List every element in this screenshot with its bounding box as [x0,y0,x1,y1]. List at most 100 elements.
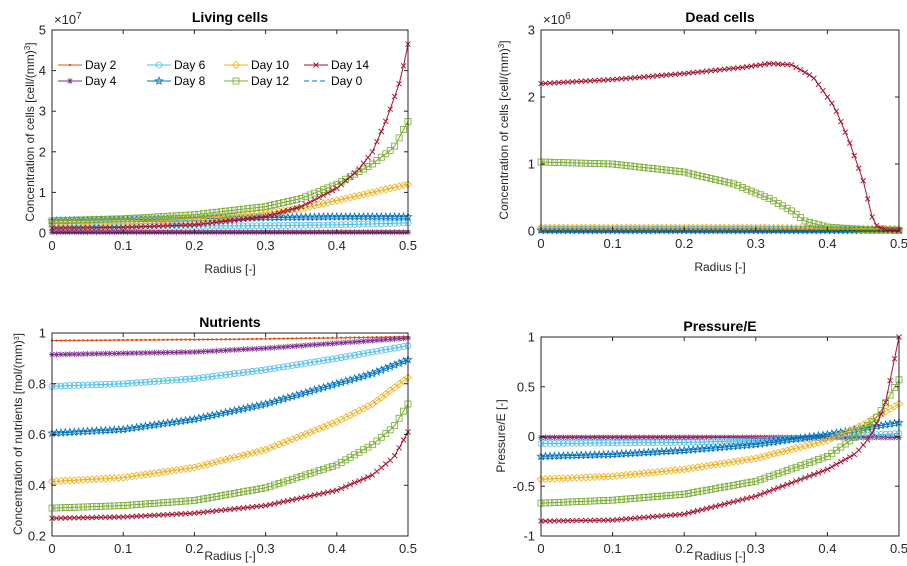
data-point [876,420,886,430]
data-point [132,471,141,480]
data-point [277,337,281,340]
data-point [372,187,381,196]
data-point [578,517,585,524]
data-point [142,223,149,230]
data-point [136,471,146,480]
data-point [80,351,87,358]
data-point [138,349,144,356]
data-point [355,220,363,228]
data-point [231,506,238,512]
data-point [662,492,670,500]
data-point [195,374,203,382]
data-point [195,229,202,236]
data-point [842,456,849,463]
data-point [364,229,371,236]
data-point [815,469,822,476]
data-point [672,512,679,518]
data-point [818,437,827,446]
series-day-14 [538,60,902,234]
data-point [280,343,287,350]
data-point [140,421,151,431]
data-point [271,481,278,489]
data-point [324,356,332,364]
data-point [680,465,689,474]
data-point [639,469,648,478]
data-point [811,471,817,478]
data-point [653,493,661,500]
data-point [373,437,381,445]
data-point [770,197,778,205]
data-point [368,348,376,356]
data-point [746,439,757,449]
tick-layer: 0 0.1 0.2 0.3 0.4 0.5 0 1 2 3 [528,23,907,252]
data-point [703,486,710,494]
data-point [177,376,185,384]
data-point [351,351,359,359]
data-point [307,229,314,236]
data-point [663,72,670,78]
data-point [386,184,395,193]
data-point [859,426,867,434]
data-point [860,434,867,441]
data-point [191,349,198,356]
data-point [175,338,178,341]
data-point [766,488,773,494]
data-point [690,434,697,441]
legend-entry-day-4: Day 4 [58,74,117,88]
legend-marker [155,61,163,69]
data-point [319,422,328,432]
data-point [650,73,656,80]
data-point [765,473,773,481]
data-point [289,206,296,212]
legend-label: Day 6 [174,58,206,72]
data-point [266,365,274,373]
data-point [217,208,225,216]
data-point [840,426,850,436]
data-point [331,336,334,340]
data-point [258,345,265,352]
data-point [685,490,693,497]
data-point [648,468,657,477]
data-point [328,197,337,206]
data-point [253,229,260,236]
data-point [769,449,778,458]
data-point [786,434,797,444]
data-point [159,467,168,476]
data-point [793,64,799,71]
data-point [810,434,817,441]
data-point [784,61,790,68]
data-point [726,500,732,506]
data-point [851,152,858,159]
data-point [211,409,222,419]
data-point [600,160,608,168]
data-point [636,515,643,521]
x-tick-label: 0 [537,541,544,556]
data-point [596,434,603,441]
data-point [712,176,719,183]
data-point [814,438,823,447]
data-point [279,199,287,206]
data-point [706,443,716,453]
data-point [58,515,64,521]
data-point [560,434,567,441]
data-point [400,407,407,415]
data-point [701,443,712,453]
data-point [891,227,898,233]
data-point [279,438,288,447]
series-day-14 [538,334,902,524]
data-point [387,106,394,112]
data-point [142,512,149,519]
data-point [189,414,200,424]
data-point [710,442,721,452]
data-point [577,498,585,505]
data-point [311,229,318,236]
data-point [230,453,239,462]
data-point [217,456,226,465]
data-point [115,514,122,520]
data-point [106,380,114,388]
tick-layer: 0 0.1 0.2 0.3 0.4 0.5 -1 -0.5 0 0.5 1 [513,330,907,557]
data-point [347,339,354,346]
data-point [591,497,599,505]
data-point [391,422,399,429]
data-point [618,434,625,441]
